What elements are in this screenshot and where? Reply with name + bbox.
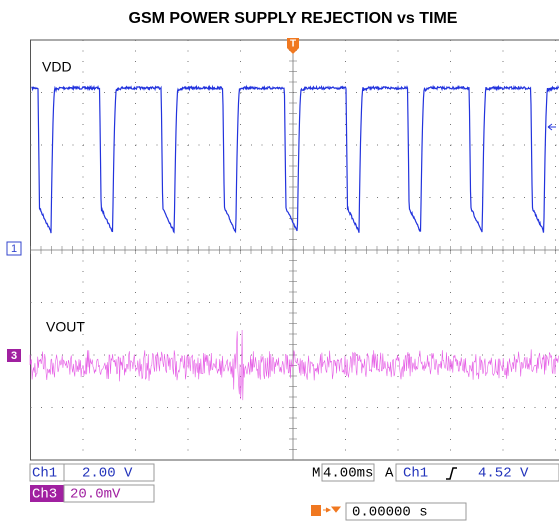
trigger-source: Ch1 [403,466,428,482]
ch1-scale-box [63,463,155,482]
trigger-pos-icon [311,505,321,516]
edge-icon [446,467,457,480]
title: GSM POWER SUPPLY REJECTION vs TIME [129,10,458,27]
vout-trace [29,329,559,401]
ch3-scale-box [63,484,155,503]
offscreen-arrow [547,123,556,131]
vdd-trace [31,84,559,234]
waveforms [29,84,559,401]
trigger-pos-arrow [323,506,342,513]
ch1-scale: 2.00 V [82,466,133,482]
ch3-marker [7,349,21,362]
timebase: 4.00ms [323,466,373,482]
trace-label: VOUT [46,319,85,335]
trace-label: VDD [42,59,72,75]
ch3-box [30,485,64,502]
ch1-name: Ch1 [32,466,57,482]
ch3-scale: 20.0mV [70,487,121,503]
ch3-name: Ch3 [32,487,57,503]
trigger-marker [287,38,299,54]
trigger-level: 4.52 V [478,466,529,482]
position-box [345,502,467,521]
trigger-box [395,463,559,482]
trigger-marker-text: T [290,39,296,50]
position: 0.00000 s [352,505,428,521]
trigger-mode: A [385,466,394,482]
ch1-marker-text: 1 [11,243,17,255]
ch3-marker-text: 3 [11,350,17,362]
timebase-box [321,463,375,482]
ch1-marker [6,241,22,256]
graticule [30,39,559,461]
timebase-prefix: M [312,466,320,482]
